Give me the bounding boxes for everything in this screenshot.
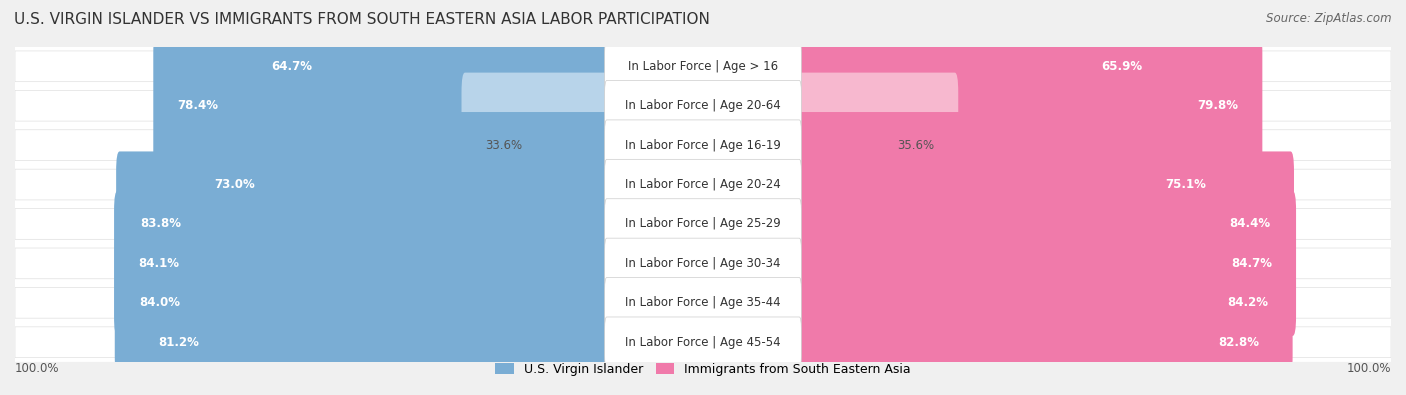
Text: 84.7%: 84.7% bbox=[1232, 257, 1272, 270]
Text: 33.6%: 33.6% bbox=[485, 139, 523, 152]
Text: 35.6%: 35.6% bbox=[897, 139, 934, 152]
FancyBboxPatch shape bbox=[605, 120, 801, 170]
Text: Source: ZipAtlas.com: Source: ZipAtlas.com bbox=[1267, 12, 1392, 25]
Text: In Labor Force | Age 25-29: In Labor Force | Age 25-29 bbox=[626, 218, 780, 230]
FancyBboxPatch shape bbox=[693, 0, 1167, 139]
FancyBboxPatch shape bbox=[693, 151, 1294, 297]
Text: 84.1%: 84.1% bbox=[138, 257, 179, 270]
Text: 82.8%: 82.8% bbox=[1218, 336, 1258, 349]
FancyBboxPatch shape bbox=[15, 248, 1391, 279]
FancyBboxPatch shape bbox=[693, 112, 1230, 257]
FancyBboxPatch shape bbox=[693, 230, 1292, 375]
FancyBboxPatch shape bbox=[114, 191, 713, 336]
FancyBboxPatch shape bbox=[693, 33, 1263, 178]
Text: 81.2%: 81.2% bbox=[157, 336, 200, 349]
FancyBboxPatch shape bbox=[15, 169, 1391, 200]
FancyBboxPatch shape bbox=[605, 317, 801, 367]
Text: 73.0%: 73.0% bbox=[215, 178, 256, 191]
FancyBboxPatch shape bbox=[15, 209, 1391, 239]
Text: 100.0%: 100.0% bbox=[15, 362, 59, 375]
Text: 84.0%: 84.0% bbox=[139, 296, 180, 309]
FancyBboxPatch shape bbox=[15, 130, 1391, 160]
FancyBboxPatch shape bbox=[115, 230, 713, 375]
FancyBboxPatch shape bbox=[693, 73, 959, 218]
Text: 79.8%: 79.8% bbox=[1198, 99, 1239, 112]
FancyBboxPatch shape bbox=[15, 288, 1391, 318]
FancyBboxPatch shape bbox=[15, 51, 1391, 82]
FancyBboxPatch shape bbox=[605, 159, 801, 210]
Text: 84.2%: 84.2% bbox=[1227, 296, 1268, 309]
Text: In Labor Force | Age 30-34: In Labor Force | Age 30-34 bbox=[626, 257, 780, 270]
Text: 65.9%: 65.9% bbox=[1101, 60, 1143, 73]
Text: In Labor Force | Age > 16: In Labor Force | Age > 16 bbox=[628, 60, 778, 73]
FancyBboxPatch shape bbox=[15, 90, 1391, 121]
FancyBboxPatch shape bbox=[247, 0, 713, 139]
FancyBboxPatch shape bbox=[15, 327, 1391, 357]
FancyBboxPatch shape bbox=[605, 199, 801, 249]
FancyBboxPatch shape bbox=[117, 151, 713, 297]
FancyBboxPatch shape bbox=[605, 238, 801, 289]
Legend: U.S. Virgin Islander, Immigrants from South Eastern Asia: U.S. Virgin Islander, Immigrants from So… bbox=[491, 358, 915, 381]
FancyBboxPatch shape bbox=[461, 73, 713, 218]
Text: In Labor Force | Age 16-19: In Labor Force | Age 16-19 bbox=[626, 139, 780, 152]
Text: In Labor Force | Age 20-24: In Labor Force | Age 20-24 bbox=[626, 178, 780, 191]
FancyBboxPatch shape bbox=[693, 191, 1296, 336]
Text: In Labor Force | Age 35-44: In Labor Force | Age 35-44 bbox=[626, 296, 780, 309]
Text: 83.8%: 83.8% bbox=[141, 218, 181, 230]
FancyBboxPatch shape bbox=[134, 270, 713, 395]
Text: U.S. VIRGIN ISLANDER VS IMMIGRANTS FROM SOUTH EASTERN ASIA LABOR PARTICIPATION: U.S. VIRGIN ISLANDER VS IMMIGRANTS FROM … bbox=[14, 12, 710, 27]
Text: 84.4%: 84.4% bbox=[1229, 218, 1270, 230]
FancyBboxPatch shape bbox=[605, 81, 801, 131]
FancyBboxPatch shape bbox=[605, 41, 801, 92]
Text: 64.7%: 64.7% bbox=[271, 60, 312, 73]
FancyBboxPatch shape bbox=[190, 112, 713, 257]
Text: 75.1%: 75.1% bbox=[1166, 178, 1206, 191]
FancyBboxPatch shape bbox=[605, 278, 801, 328]
Text: In Labor Force | Age 45-54: In Labor Force | Age 45-54 bbox=[626, 336, 780, 349]
FancyBboxPatch shape bbox=[153, 33, 713, 178]
Text: 100.0%: 100.0% bbox=[1347, 362, 1391, 375]
FancyBboxPatch shape bbox=[15, 47, 1391, 362]
Text: In Labor Force | Age 20-64: In Labor Force | Age 20-64 bbox=[626, 99, 780, 112]
FancyBboxPatch shape bbox=[693, 270, 1284, 395]
Text: 78.4%: 78.4% bbox=[177, 99, 218, 112]
